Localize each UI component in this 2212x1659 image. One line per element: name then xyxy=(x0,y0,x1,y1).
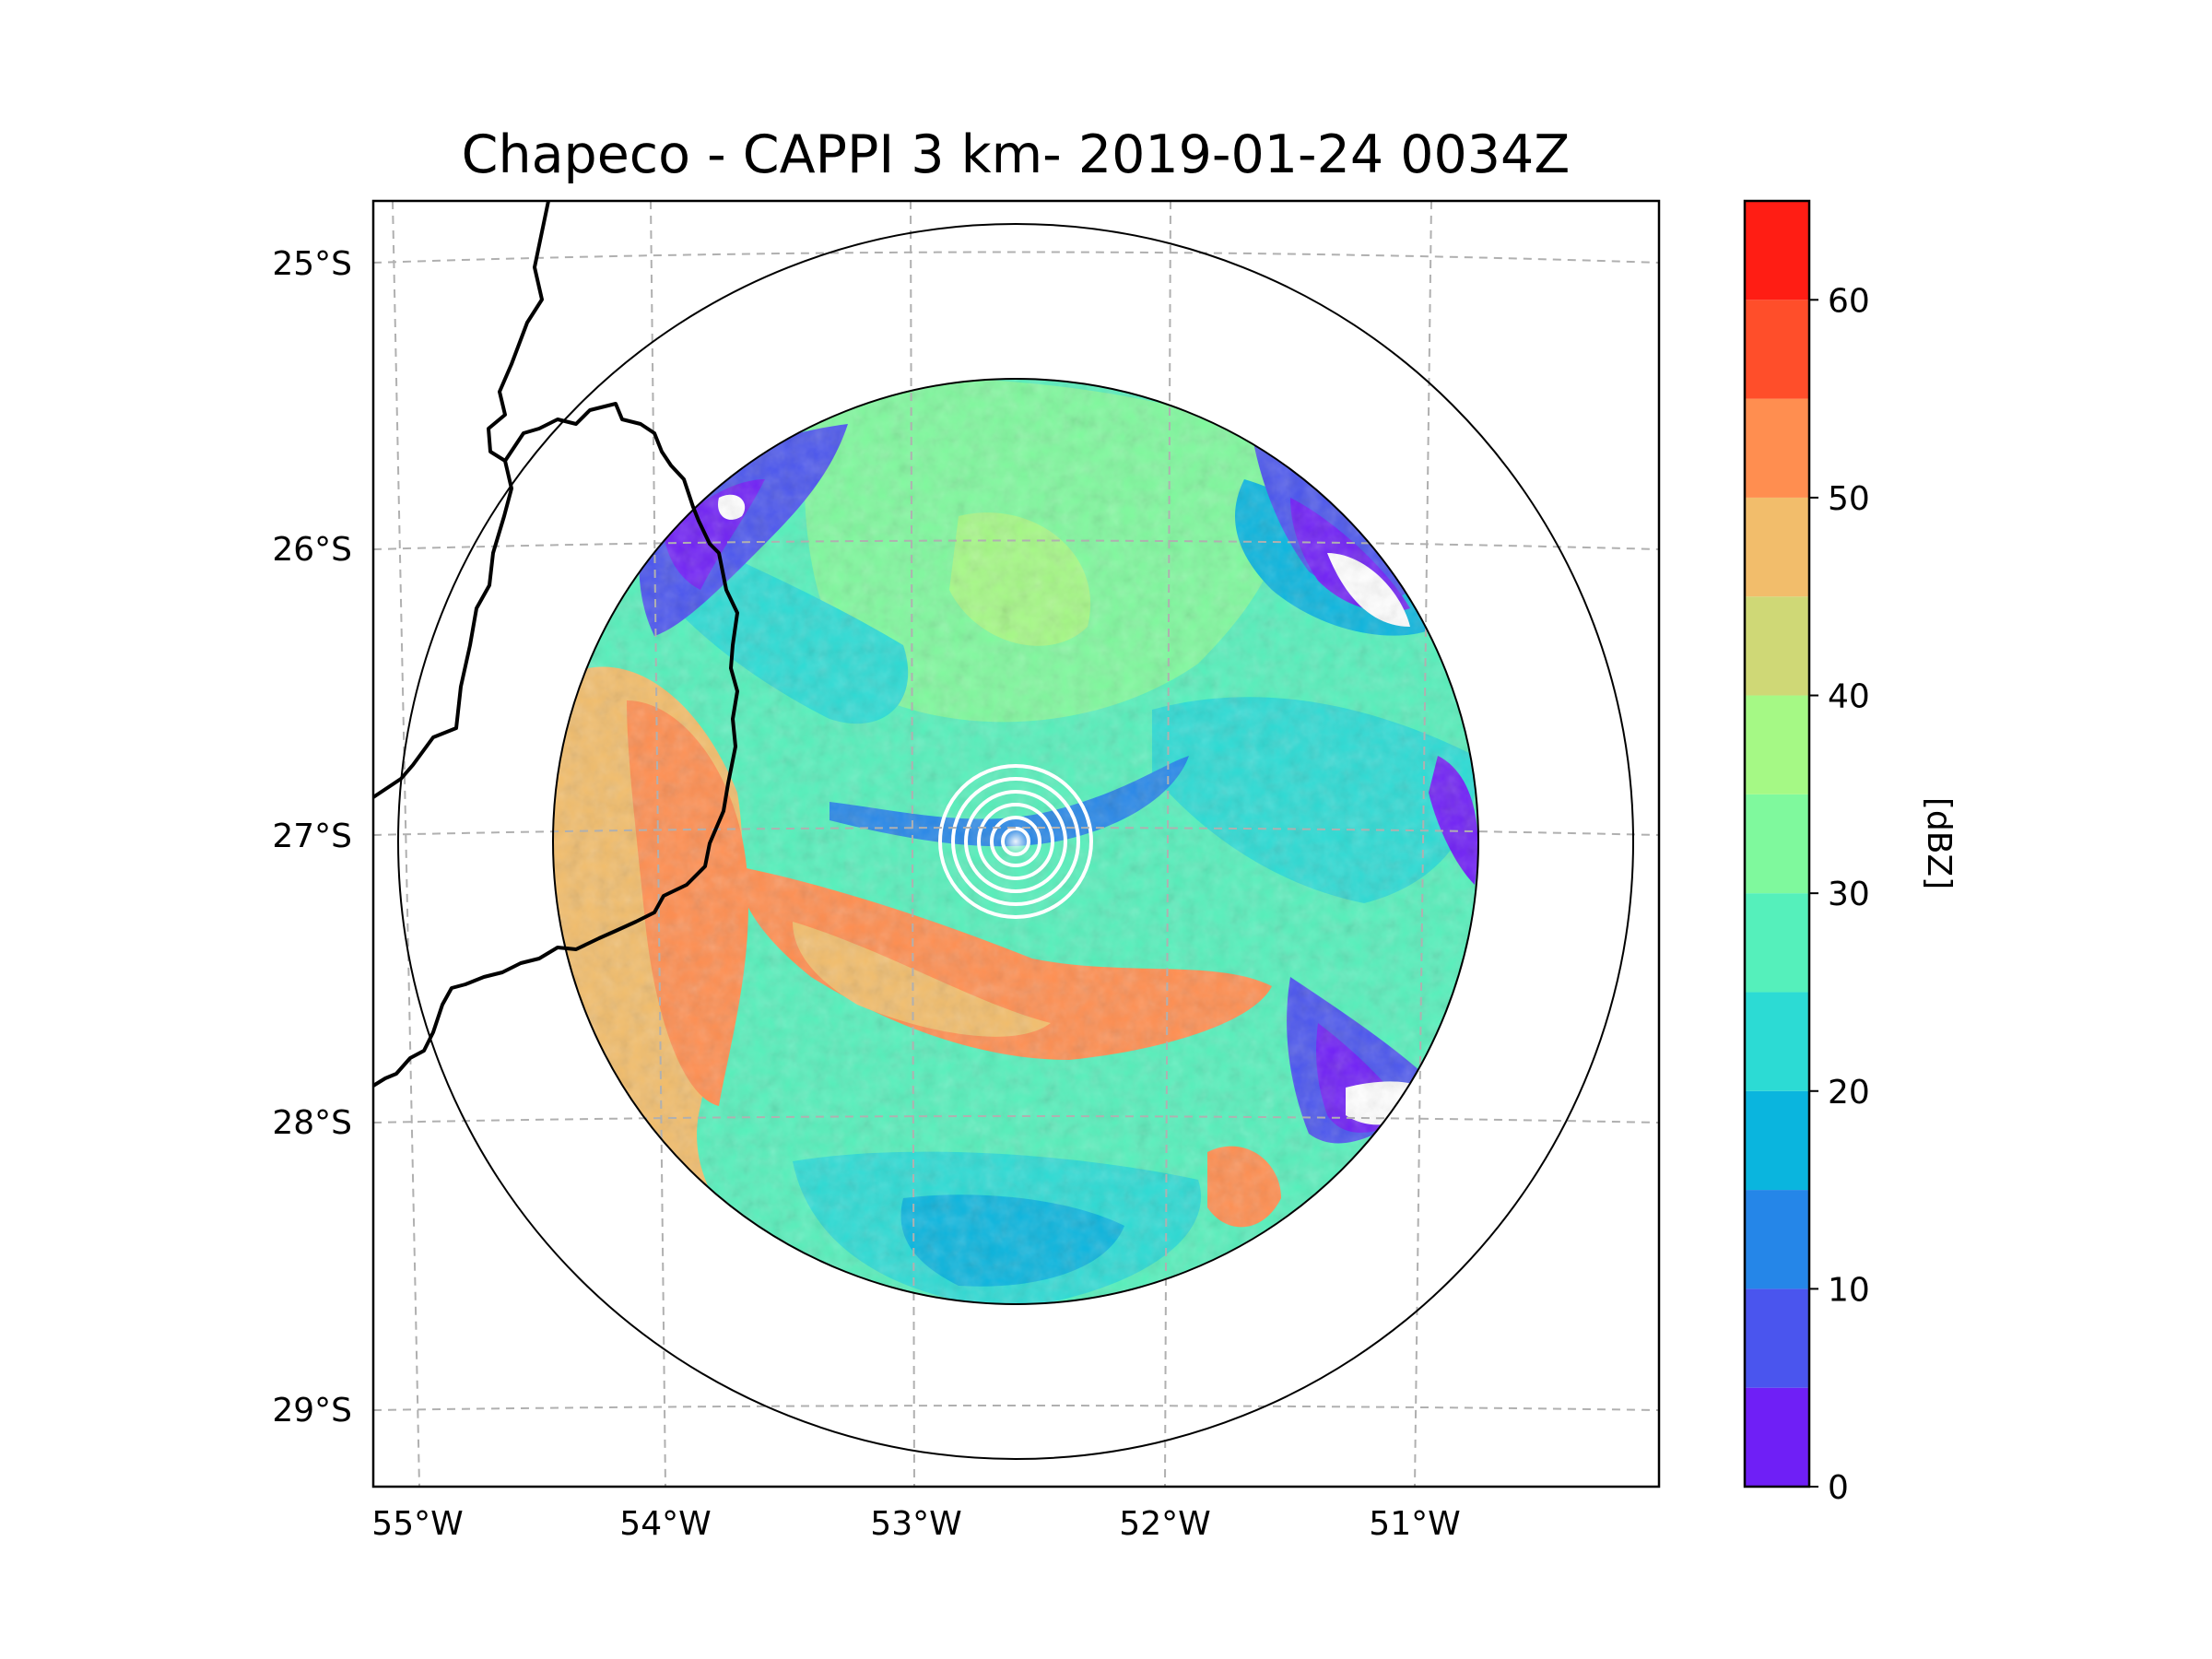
gridline-lat-26 xyxy=(373,539,1659,550)
gridline-lon-51 xyxy=(1414,201,1432,1487)
colorbar-segments xyxy=(1745,201,1809,1487)
border-brazil-paraguay-loop xyxy=(373,402,739,1088)
colorbar-label: [dBZ] xyxy=(1920,797,1958,889)
colorbar-tick-label: 20 xyxy=(1828,1074,1870,1112)
map-panel xyxy=(371,199,1661,1488)
radar-range-outer-ring xyxy=(397,223,1634,1460)
colorbar-segment xyxy=(1745,1288,1809,1388)
colorbar-segment xyxy=(1745,596,1809,696)
colorbar-segment xyxy=(1745,398,1809,498)
figure-title: Chapeco - CAPPI 3 km- 2019-01-24 0034Z xyxy=(462,124,1571,185)
lon-tick-label: 54°W xyxy=(619,1505,711,1543)
map-frame xyxy=(371,199,1661,1488)
gridline-lat-29 xyxy=(373,1405,1659,1411)
gridline-lon-52 xyxy=(1164,201,1171,1487)
lat-tick-label: 29°S xyxy=(272,1392,352,1430)
colorbar-segment xyxy=(1745,201,1809,300)
colorbar: 0 10 20 30 40 50 60 [dBZ] xyxy=(1743,199,1958,1507)
colorbar-segment xyxy=(1745,992,1809,1091)
colorbar-tick-label: 50 xyxy=(1828,480,1870,518)
colorbar-segment xyxy=(1745,794,1809,894)
lon-tick-label: 51°W xyxy=(1369,1505,1460,1543)
colorbar-segment xyxy=(1745,300,1809,399)
colorbar-tick-label: 40 xyxy=(1828,678,1870,716)
colorbar-tick-label: 0 xyxy=(1828,1469,1849,1507)
colorbar-segment xyxy=(1745,497,1809,597)
lon-tick-labels: 55°W 54°W 53°W 52°W 51°W xyxy=(371,1505,1460,1543)
lon-tick-label: 52°W xyxy=(1119,1505,1210,1543)
gridline-lat-27 xyxy=(373,827,1659,836)
colorbar-segment xyxy=(1745,1190,1809,1289)
gridline-lon-55 xyxy=(392,201,420,1487)
colorbar-frame xyxy=(1743,199,1811,1488)
colorbar-segment xyxy=(1745,1090,1809,1191)
political-borders xyxy=(373,201,739,1088)
colorbar-tick-label: 10 xyxy=(1828,1271,1870,1309)
lat-tick-labels: 25°S 26°S 27°S 28°S 29°S xyxy=(272,245,352,1430)
colorbar-segment xyxy=(1745,1387,1809,1487)
lat-tick-label: 27°S xyxy=(272,818,352,855)
colorbar-tick-label: 60 xyxy=(1828,282,1870,320)
colorbar-segment xyxy=(1745,695,1809,794)
colorbar-segment xyxy=(1745,893,1809,993)
gridline-lat-25 xyxy=(373,251,1659,264)
colorbar-ticks: 0 10 20 30 40 50 60 xyxy=(1809,282,1870,1507)
radar-site-rings xyxy=(938,764,1093,919)
gridline-lon-54 xyxy=(650,201,666,1487)
lat-tick-label: 26°S xyxy=(272,531,352,569)
lon-tick-label: 55°W xyxy=(371,1505,463,1543)
lat-tick-label: 28°S xyxy=(272,1104,352,1142)
lat-tick-label: 25°S xyxy=(272,245,352,283)
border-argentina-brazil xyxy=(373,201,550,799)
lon-tick-label: 53°W xyxy=(870,1505,961,1543)
graticule xyxy=(373,201,1659,1487)
colorbar-tick-label: 30 xyxy=(1828,876,1870,913)
gridline-lon-53 xyxy=(910,201,915,1487)
radar-range-inner-ring xyxy=(552,378,1479,1305)
gridline-lat-28 xyxy=(373,1115,1659,1124)
